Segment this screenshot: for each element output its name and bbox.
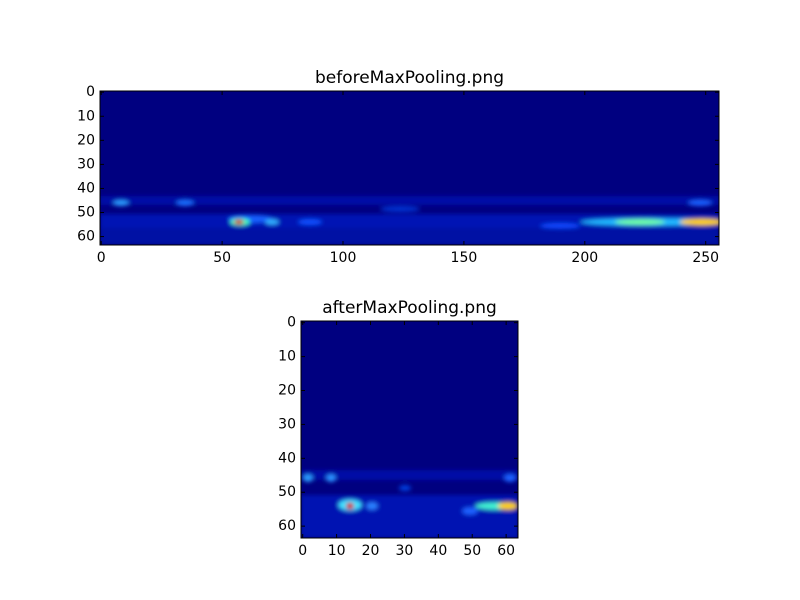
x-tick-label: 10: [328, 543, 346, 559]
y-tick-label: 50: [77, 205, 95, 221]
x-tick-label: 20: [362, 543, 380, 559]
x-tick-label: 100: [330, 250, 357, 266]
y-tick-label: 60: [77, 229, 95, 245]
y-tick-label: 60: [278, 518, 296, 534]
x-tick-label: 250: [692, 250, 719, 266]
y-tick-label: 50: [278, 484, 296, 500]
heatmap-image: [301, 321, 518, 538]
y-tick-label: 20: [77, 132, 95, 148]
y-tick-label: 10: [278, 349, 296, 365]
y-tick-label: 20: [278, 383, 296, 399]
axes-frame: [300, 320, 519, 539]
y-tick-label: 30: [77, 156, 95, 172]
y-tick-label: 40: [278, 450, 296, 466]
x-tick-label: 50: [463, 543, 481, 559]
x-tick-label: 0: [97, 250, 106, 266]
x-tick-label: 40: [429, 543, 447, 559]
y-tick-label: 0: [86, 84, 95, 100]
x-tick-label: 200: [571, 250, 598, 266]
y-tick-label: 40: [77, 180, 95, 196]
chart-title: beforeMaxPooling.png: [315, 68, 504, 88]
x-tick-label: 50: [213, 250, 231, 266]
axes-frame: [99, 90, 720, 246]
x-tick-label: 60: [497, 543, 515, 559]
y-tick-label: 0: [287, 315, 296, 331]
x-tick-label: 0: [298, 543, 307, 559]
x-tick-label: 150: [451, 250, 478, 266]
y-tick-label: 10: [77, 108, 95, 124]
y-tick-label: 30: [278, 416, 296, 432]
x-tick-label: 30: [396, 543, 414, 559]
chart-title: afterMaxPooling.png: [322, 298, 497, 318]
heatmap-image: [100, 91, 719, 245]
